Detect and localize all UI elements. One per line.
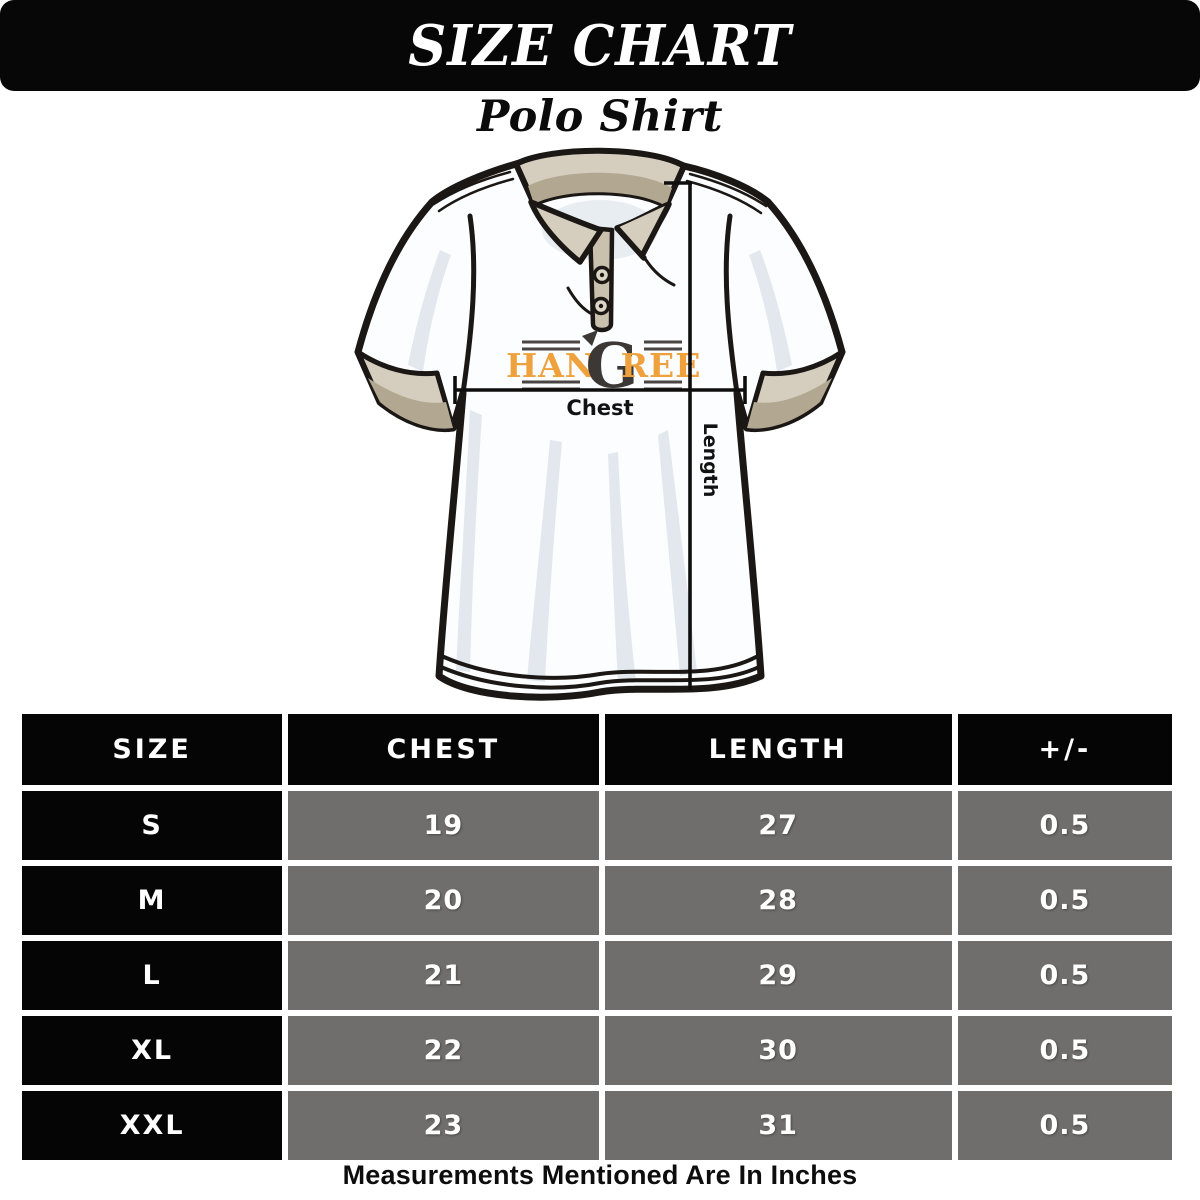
col-header-chest: CHEST — [288, 714, 599, 785]
col-header-length: LENGTH — [604, 714, 952, 785]
sleeve-seams — [432, 170, 768, 396]
measurement-lines — [453, 181, 747, 690]
size-chart-table: SIZE CHEST LENGTH +/- S 19 27 0.5 M 20 2… — [22, 714, 1172, 1160]
row-s-size: S — [22, 791, 283, 860]
row-s-length: 27 — [604, 791, 952, 860]
row-xl-size: XL — [22, 1016, 283, 1085]
row-s-chest: 19 — [288, 791, 599, 860]
hem-ribbing — [439, 655, 761, 690]
row-xl-tolerance: 0.5 — [957, 1016, 1172, 1085]
units-note: Measurements Mentioned Are In Inches — [342, 1160, 858, 1190]
chest-label: Chest — [566, 396, 633, 420]
shirt-shading — [408, 222, 792, 682]
row-l-chest: 21 — [288, 941, 599, 1010]
row-l-tolerance: 0.5 — [957, 941, 1172, 1010]
row-m-length: 28 — [604, 866, 952, 935]
sleeve-cuffs — [355, 349, 845, 432]
row-xxl-chest: 23 — [288, 1091, 599, 1160]
col-header-size: SIZE — [22, 714, 283, 785]
row-xl-length: 30 — [604, 1016, 952, 1085]
page-title: SIZE CHART — [408, 12, 792, 79]
row-m-tolerance: 0.5 — [957, 866, 1172, 935]
polo-shirt-svg: HAN G REE Chest Length — [354, 147, 846, 701]
row-xxl-length: 31 — [604, 1091, 952, 1160]
col-header-tolerance: +/- — [957, 714, 1172, 785]
row-l-length: 29 — [604, 941, 952, 1010]
polo-shirt-illustration: HAN G REE Chest Length — [320, 130, 880, 710]
collar — [513, 147, 687, 333]
row-m-size: M — [22, 866, 283, 935]
title-banner: SIZE CHART — [0, 0, 1200, 91]
row-m-chest: 20 — [288, 866, 599, 935]
collar-flap-left — [528, 199, 604, 265]
logo-arrow-notch — [582, 330, 598, 346]
length-label: Length — [699, 423, 721, 498]
row-xxl-size: XXL — [22, 1091, 283, 1160]
logo-text-right: REE — [621, 346, 702, 385]
logo-text-left: HAN — [506, 346, 596, 385]
row-l-size: L — [22, 941, 283, 1010]
row-s-tolerance: 0.5 — [957, 791, 1172, 860]
row-xl-chest: 22 — [288, 1016, 599, 1085]
product-subtitle: Polo Shirt — [476, 92, 723, 142]
row-xxl-tolerance: 0.5 — [957, 1091, 1172, 1160]
